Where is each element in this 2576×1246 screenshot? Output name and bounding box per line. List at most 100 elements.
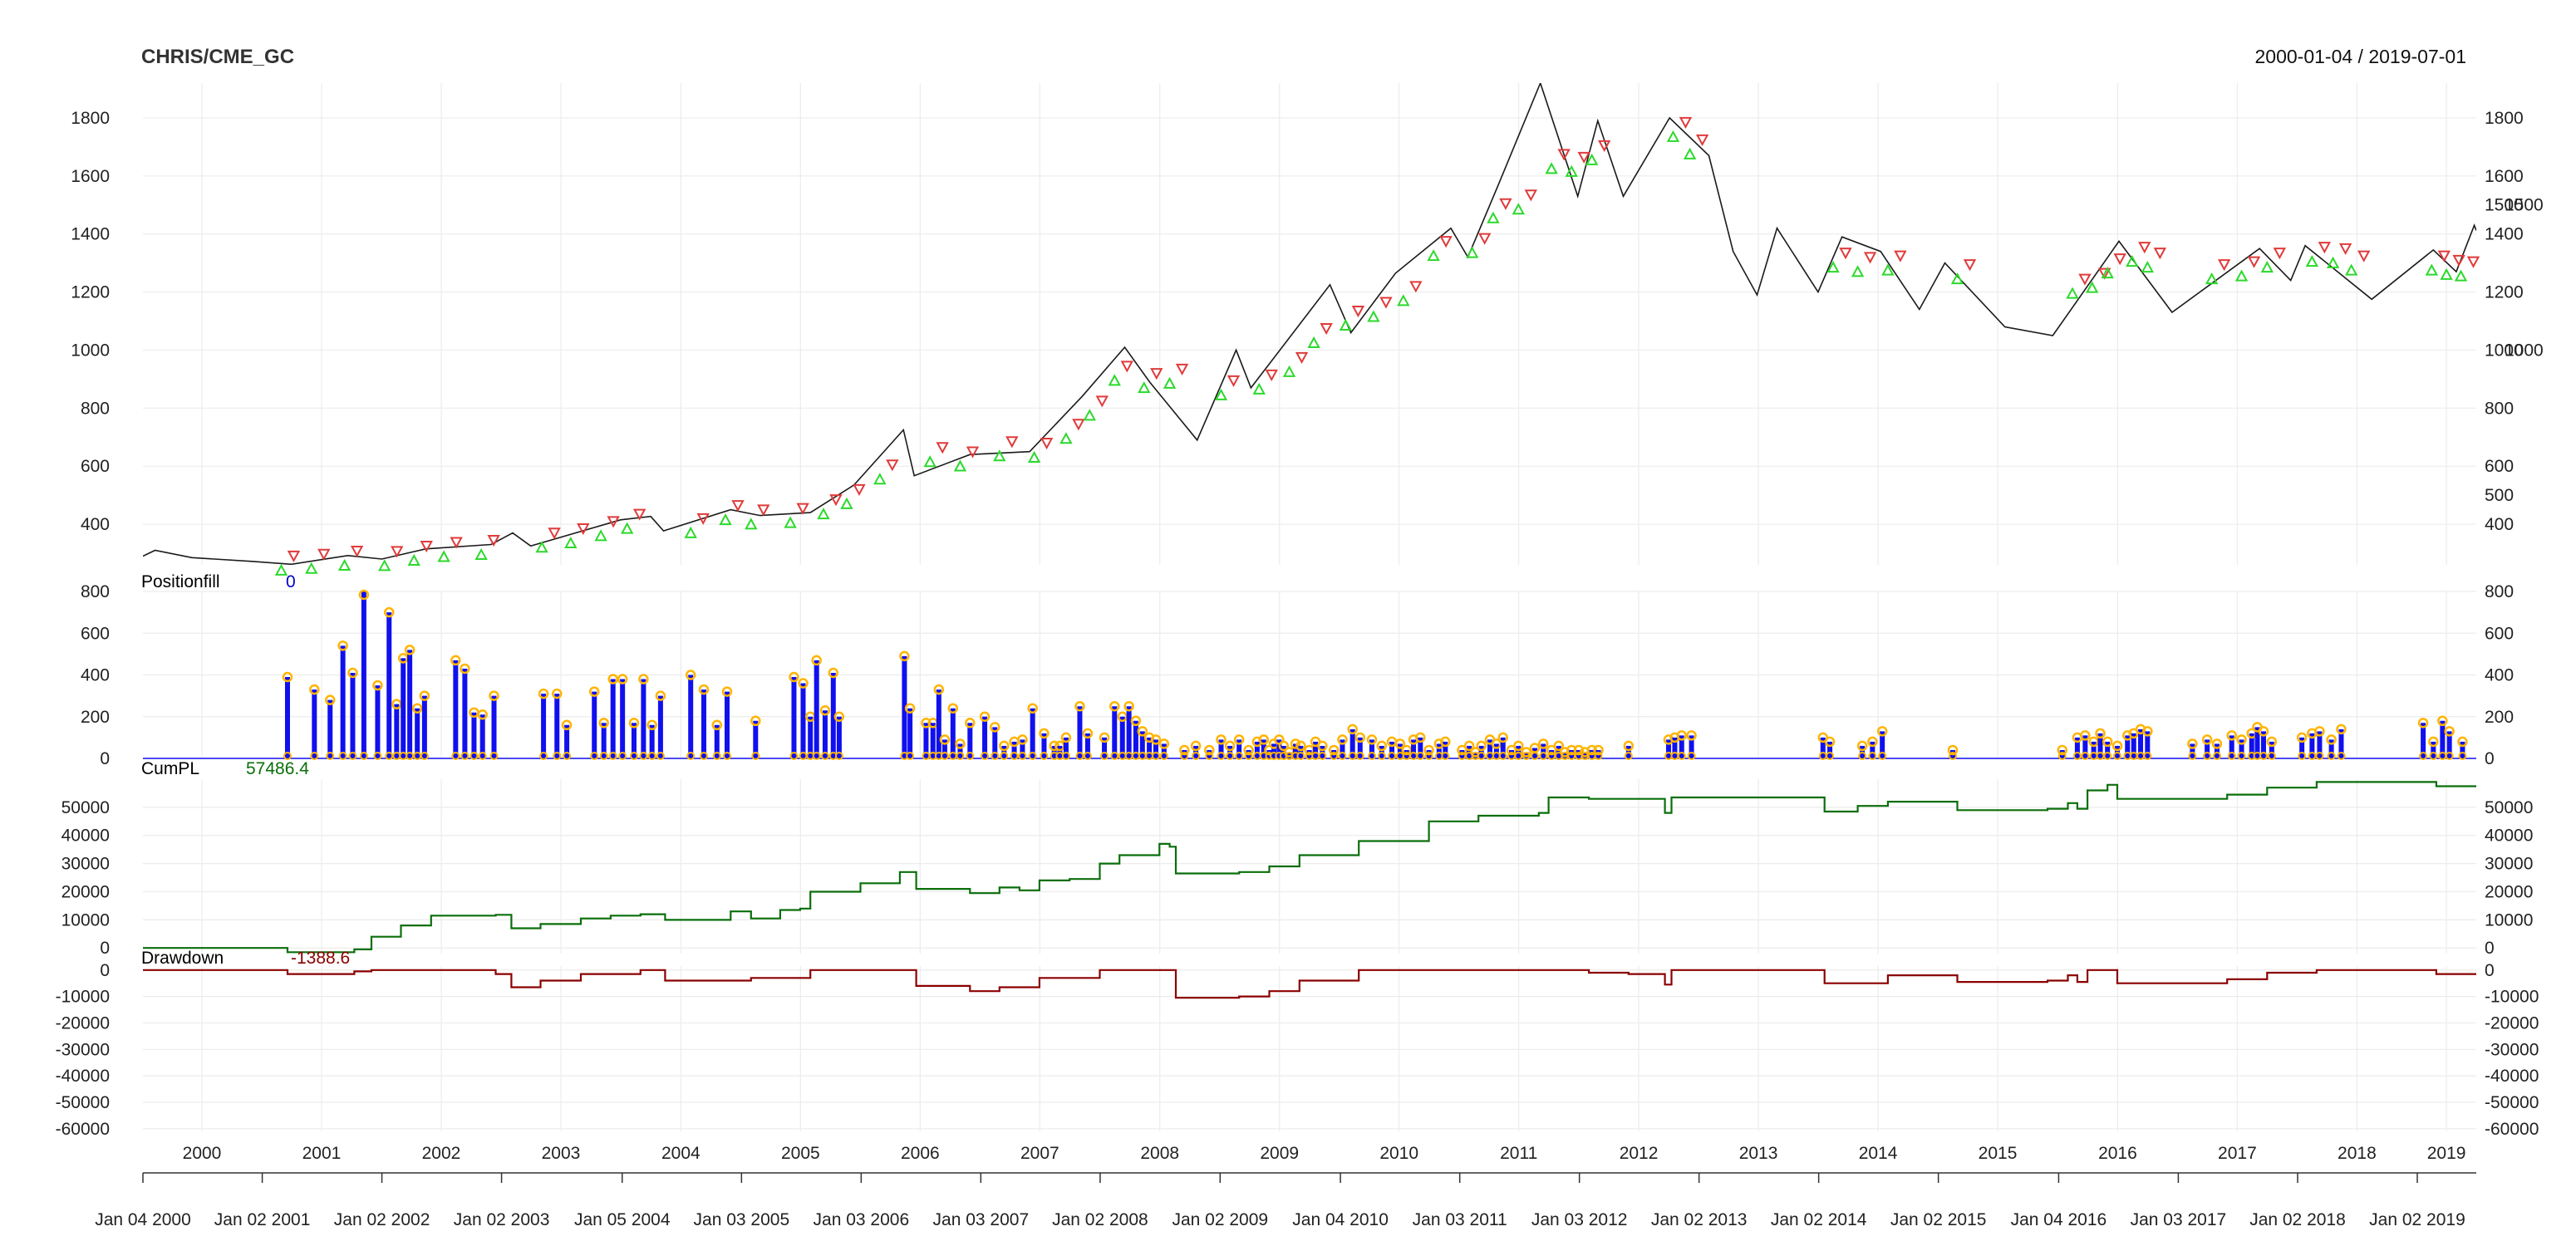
buy-marker: [1851, 265, 1865, 277]
buy-marker: [1683, 147, 1697, 159]
sell-marker: [1499, 198, 1512, 210]
sell-marker: [731, 500, 745, 513]
price-line: [143, 83, 2476, 565]
position-base-marker: [2072, 752, 2082, 760]
sell-marker: [1695, 134, 1709, 146]
position-marker: [1521, 747, 1532, 758]
buy-marker: [684, 526, 697, 538]
position-base-marker: [2298, 752, 2307, 760]
position-y-tick-label-right: 0: [2485, 749, 2495, 768]
position-marker: [1423, 744, 1434, 756]
buy-marker: [2440, 267, 2453, 280]
position-marker: [2095, 728, 2106, 739]
x-year-label: 2005: [781, 1144, 820, 1163]
position-base-marker: [1594, 752, 1603, 760]
buy-marker: [2205, 272, 2219, 285]
position-base-marker: [338, 752, 347, 760]
position-marker: [698, 684, 710, 695]
sell-marker: [1863, 252, 1877, 264]
position-base-marker: [359, 752, 368, 760]
position-base-marker: [2188, 752, 2197, 760]
position-marker: [617, 674, 628, 684]
price-y-tick-label-right: 1000: [2505, 341, 2544, 360]
position-marker: [1258, 734, 1270, 745]
position-base-marker: [1000, 752, 1009, 760]
position-base-marker: [590, 752, 599, 760]
position-marker: [947, 703, 959, 714]
position-marker: [2187, 738, 2198, 749]
position-marker: [819, 704, 831, 716]
position-panel-label: Positionfill: [141, 572, 220, 591]
position-marker: [347, 667, 358, 679]
position-marker: [598, 718, 609, 728]
position-marker: [1354, 732, 1366, 743]
drawdown-y-tick-label-left: -20000: [56, 1013, 110, 1033]
sell-marker: [1040, 437, 1054, 450]
position-base-marker: [2203, 752, 2212, 760]
drawdown-series: [143, 969, 2476, 999]
position-base-marker: [2057, 752, 2067, 760]
position-marker: [1876, 726, 1888, 737]
buy-marker: [873, 473, 887, 485]
position-y-tick-label-left: 800: [81, 582, 110, 601]
sell-marker: [1120, 361, 1133, 373]
position-base-marker: [1522, 752, 1531, 760]
cumpl-y-tick-label-left: 30000: [61, 855, 110, 874]
position-base-marker: [629, 752, 638, 760]
position-base-marker: [2227, 752, 2236, 760]
sell-marker: [696, 513, 710, 525]
position-base-marker: [618, 752, 627, 760]
sell-marker: [2138, 242, 2151, 254]
position-base-marker: [1100, 752, 1109, 760]
position-marker: [404, 645, 415, 655]
position-base-marker: [469, 752, 479, 760]
position-base-marker: [906, 752, 915, 760]
position-base-marker: [1377, 752, 1386, 760]
position-marker: [1824, 736, 1836, 748]
position-base-marker: [599, 752, 608, 760]
buy-marker: [1545, 162, 1558, 174]
x-year-label: 2016: [2098, 1144, 2137, 1163]
position-marker: [750, 715, 761, 727]
position-marker: [2314, 726, 2325, 737]
sell-marker: [1524, 189, 1537, 202]
sell-marker: [1351, 306, 1365, 318]
position-base-marker: [406, 752, 415, 760]
position-marker: [904, 703, 916, 714]
position-marker: [1593, 744, 1604, 756]
price-y-tick-label-left: 1200: [71, 283, 110, 302]
buy-marker: [2326, 256, 2340, 268]
position-marker: [1190, 740, 1202, 752]
position-marker: [1538, 738, 1549, 749]
x-date-label: Jan 02 2001: [214, 1210, 311, 1229]
position-base-marker: [1110, 752, 1119, 760]
buy-marker: [2085, 281, 2099, 293]
buy-marker: [840, 497, 853, 509]
position-base-marker: [2237, 752, 2246, 760]
x-date-label: Jan 04 2016: [2011, 1210, 2107, 1229]
position-marker: [2226, 730, 2237, 741]
price-y-tick-label-left: 600: [81, 457, 110, 476]
price-y-tick-label-left: 800: [81, 399, 110, 418]
sell-marker: [1839, 248, 1852, 260]
position-base-marker: [966, 752, 975, 760]
position-base-marker: [1367, 752, 1376, 760]
position-marker: [1074, 700, 1085, 712]
position-base-marker: [451, 752, 460, 760]
position-base-marker: [820, 752, 829, 760]
buy-marker: [1565, 164, 1578, 177]
buy-marker: [564, 536, 578, 549]
sell-marker: [2318, 242, 2332, 254]
sell-marker: [350, 545, 364, 558]
position-marker: [1017, 734, 1028, 745]
price-y-tick-label-right: 1000: [2485, 341, 2524, 360]
x-year-label: 2011: [1500, 1144, 1537, 1163]
buy-marker: [1059, 432, 1073, 444]
position-marker: [1123, 700, 1134, 712]
drawdown-panel-value: -1388.6: [291, 949, 350, 968]
cumpl-series: [143, 781, 2476, 954]
x-date-label: Jan 02 2008: [1052, 1210, 1148, 1229]
sell-marker: [2466, 256, 2480, 268]
position-base-marker: [539, 752, 548, 760]
x-year-label: 2001: [302, 1144, 342, 1163]
